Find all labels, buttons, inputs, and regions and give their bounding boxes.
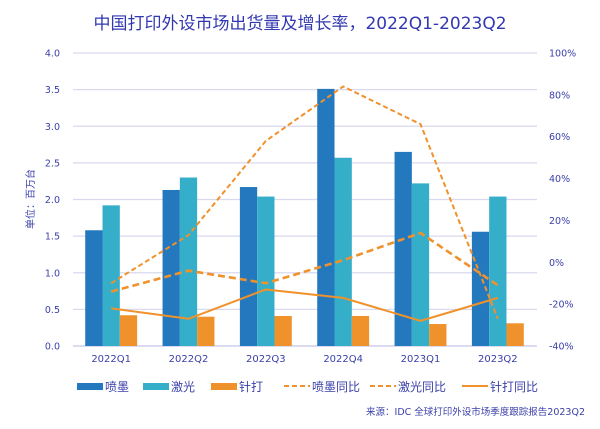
left-tick-label: 0.5 (45, 305, 60, 316)
right-tick-label: -40% (549, 342, 574, 353)
bar-激光-2022Q2 (179, 177, 198, 346)
right-tick-label: 60% (549, 132, 570, 143)
category-label: 2022Q3 (246, 354, 286, 365)
bar-激光-2023Q1 (411, 183, 430, 346)
bar-喷墨-2023Q2 (471, 231, 490, 346)
legend-label: 喷墨同比 (312, 380, 360, 394)
category-labels: 2022Q1 2022Q2 2022Q3 2022Q4 2023Q1 2023Q2 (91, 354, 517, 365)
bar-喷墨-2022Q3 (239, 187, 258, 346)
y-axis-label: 单位：百万台 (24, 169, 37, 229)
legend-label: 针打 (239, 379, 263, 394)
legend-item-激光同比: 激光同比 (370, 380, 446, 394)
legend-label: 喷墨 (105, 380, 129, 394)
legend-item-喷墨同比: 喷墨同比 (284, 380, 360, 394)
lines (110, 85, 499, 322)
right-tick-label: 100% (549, 49, 576, 60)
legend-swatch (77, 383, 103, 390)
bar-针打-2022Q4 (351, 315, 370, 346)
bars (85, 88, 524, 346)
bar-喷墨-2022Q1 (85, 230, 103, 346)
category-label: 2023Q1 (401, 354, 441, 365)
legend-label: 激光同比 (398, 380, 446, 394)
bar-针打-2022Q1 (119, 315, 138, 346)
bar-针打-2023Q1 (429, 324, 447, 346)
bar-喷墨-2022Q4 (317, 88, 335, 346)
legend-item-针打: 针打 (211, 379, 263, 394)
category-label: 2022Q4 (323, 354, 363, 365)
bar-喷墨-2023Q1 (394, 151, 412, 346)
left-tick-label: 3.5 (45, 85, 60, 96)
line-激光同比 (110, 231, 499, 293)
bar-激光-2022Q4 (334, 157, 352, 346)
legend: 喷墨 激光 针打 喷墨同比 激光同比 针打同比 (77, 379, 538, 394)
category-label: 2023Q2 (478, 354, 518, 365)
left-tick-label: 1.0 (45, 268, 60, 279)
bar-针打-2023Q2 (506, 323, 524, 346)
legend-item-针打同比: 针打同比 (462, 379, 538, 394)
right-tick-label: 0% (549, 258, 564, 269)
left-tick-label: 2.0 (45, 195, 60, 206)
legend-item-激光: 激光 (143, 380, 195, 394)
right-tick-label: 20% (549, 216, 570, 227)
category-label: 2022Q1 (91, 354, 131, 365)
right-tick-label: -20% (549, 300, 574, 311)
left-axis-ticks: 0.0 0.5 1.0 1.5 2.0 2.5 3.0 3.5 4.0 (45, 49, 60, 353)
bar-喷墨-2022Q2 (162, 189, 180, 346)
bar-激光-2023Q2 (489, 196, 507, 346)
line-喷墨同比 (110, 85, 499, 320)
legend-label: 激光 (171, 380, 195, 394)
legend-swatch (211, 383, 237, 390)
gridlines (73, 52, 537, 347)
category-label: 2022Q2 (169, 354, 209, 365)
right-tick-label: 80% (549, 90, 570, 101)
left-tick-label: 2.5 (45, 158, 60, 169)
left-tick-label: 1.5 (45, 232, 60, 243)
legend-label: 针打同比 (490, 379, 538, 394)
legend-swatch (143, 383, 169, 390)
source-note: 来源：IDC 全球打印外设市场季度跟踪报告2023Q2 (366, 406, 585, 418)
bar-针打-2022Q3 (274, 315, 292, 346)
left-tick-label: 3.0 (45, 122, 60, 133)
bar-激光-2022Q1 (102, 205, 120, 346)
bar-激光-2022Q3 (257, 196, 275, 346)
legend-item-喷墨: 喷墨 (77, 380, 129, 394)
left-tick-label: 4.0 (45, 49, 60, 60)
right-tick-label: 40% (549, 174, 570, 185)
right-axis-ticks: -40% -20% 0% 20% 40% 60% 80% 100% (549, 49, 576, 353)
line-针打同比 (111, 288, 499, 322)
left-tick-label: 0.0 (45, 342, 60, 353)
chart-title: 中国打印外设市场出货量及增长率，2022Q1-2023Q2 (93, 14, 506, 34)
bar-针打-2022Q2 (197, 316, 215, 346)
